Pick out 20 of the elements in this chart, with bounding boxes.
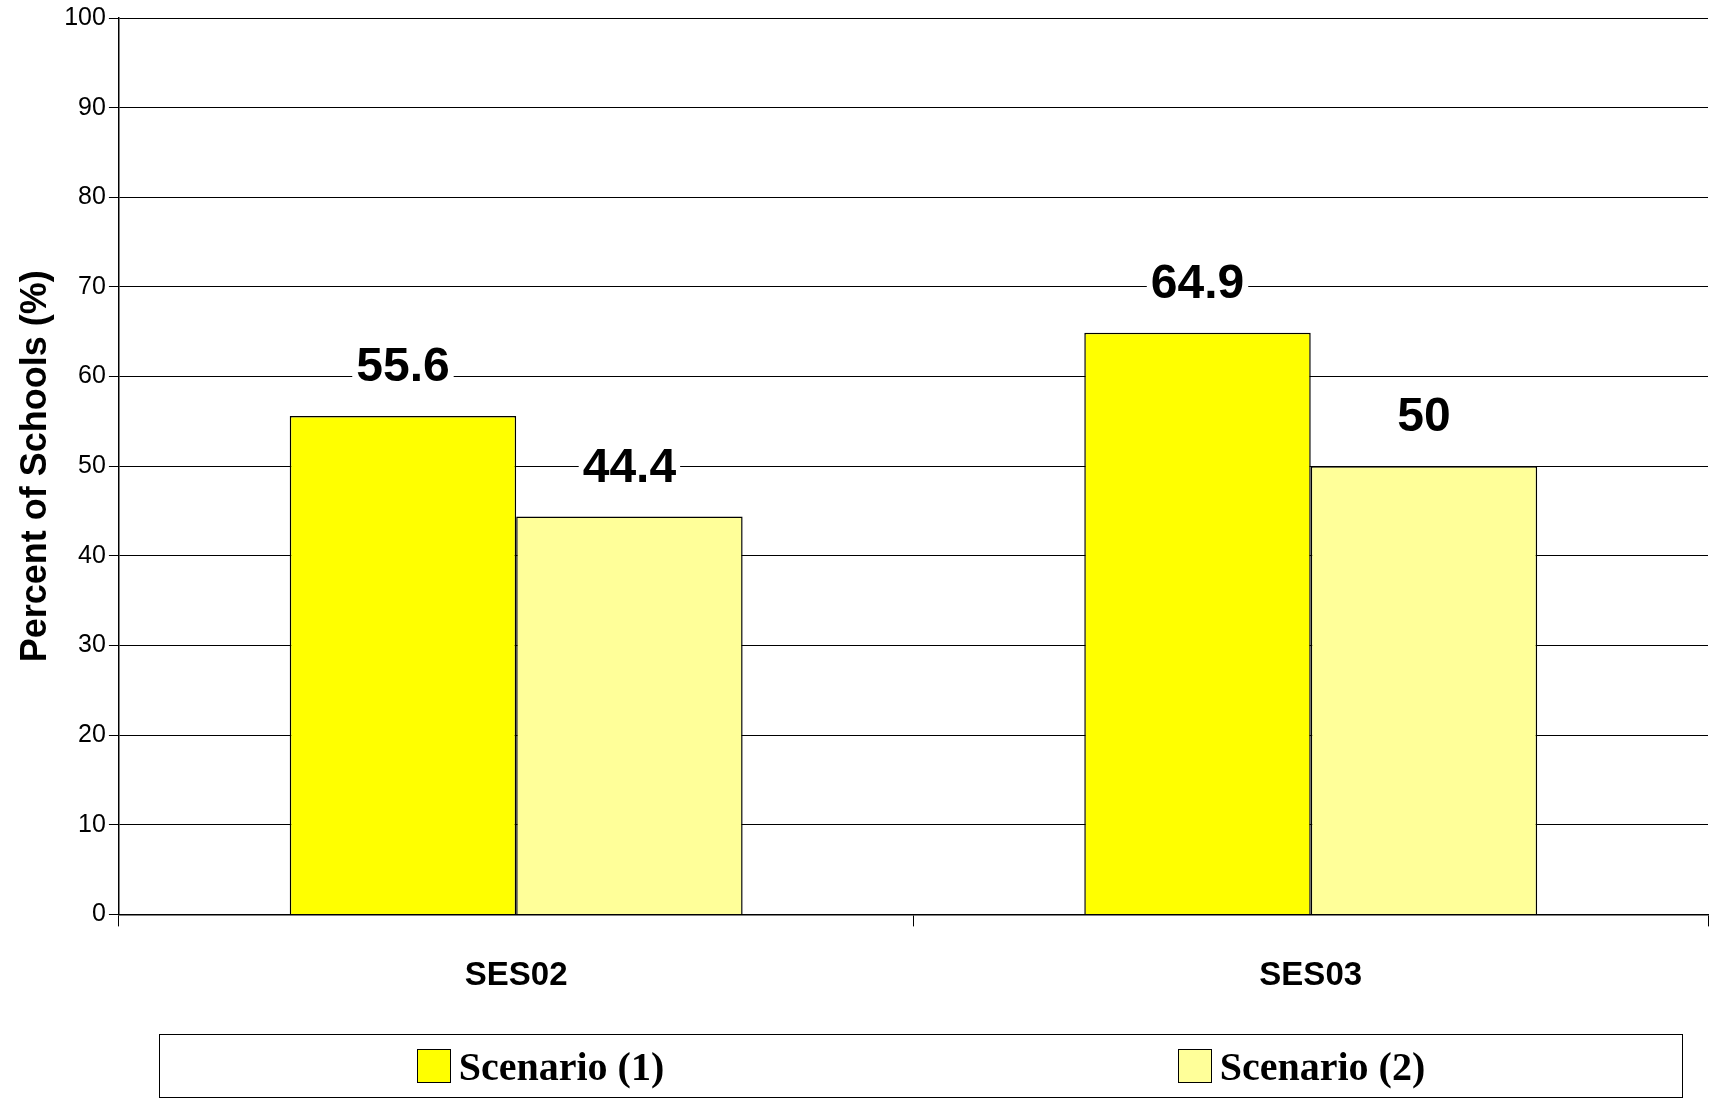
y-tick-label: 10 (78, 808, 106, 837)
y-tick-label: 40 (78, 539, 106, 568)
data-label: 50 (1397, 388, 1451, 442)
y-tick-label: 100 (64, 1, 106, 30)
data-label: 64.9 (1150, 254, 1245, 308)
y-tick-label: 70 (78, 270, 106, 299)
legend-label: Scenario (2) (1219, 1042, 1426, 1090)
y-tick-label: 0 (92, 898, 106, 927)
x-tick-label: SES02 (464, 955, 568, 993)
legend-label: Scenario (1) (458, 1042, 665, 1090)
data-label: 44.4 (582, 438, 677, 492)
y-tick-label: 50 (78, 450, 106, 479)
y-tick-label: 80 (78, 181, 106, 210)
data-label: 55.6 (356, 338, 450, 392)
y-tick-label: 90 (78, 91, 106, 120)
y-tick-label: 60 (78, 360, 106, 389)
y-tick-label: 20 (78, 719, 106, 748)
x-tick-label: SES03 (1259, 955, 1363, 993)
y-axis-title: Percent of Schools (%) (12, 270, 54, 663)
y-tick-label: 30 (78, 629, 106, 658)
